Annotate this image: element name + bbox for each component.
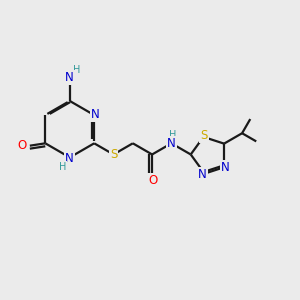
Text: O: O	[18, 139, 27, 152]
Text: H: H	[66, 70, 74, 80]
Text: N: N	[91, 108, 100, 121]
Text: N: N	[65, 152, 74, 164]
Text: N: N	[221, 161, 230, 174]
Text: S: S	[200, 129, 208, 142]
Text: N: N	[198, 168, 207, 181]
Text: N: N	[65, 71, 74, 84]
Text: N: N	[167, 137, 176, 150]
Text: H: H	[74, 65, 81, 75]
Text: H: H	[58, 162, 66, 172]
Text: O: O	[148, 174, 158, 187]
Text: H: H	[169, 130, 177, 140]
Text: S: S	[110, 148, 117, 161]
